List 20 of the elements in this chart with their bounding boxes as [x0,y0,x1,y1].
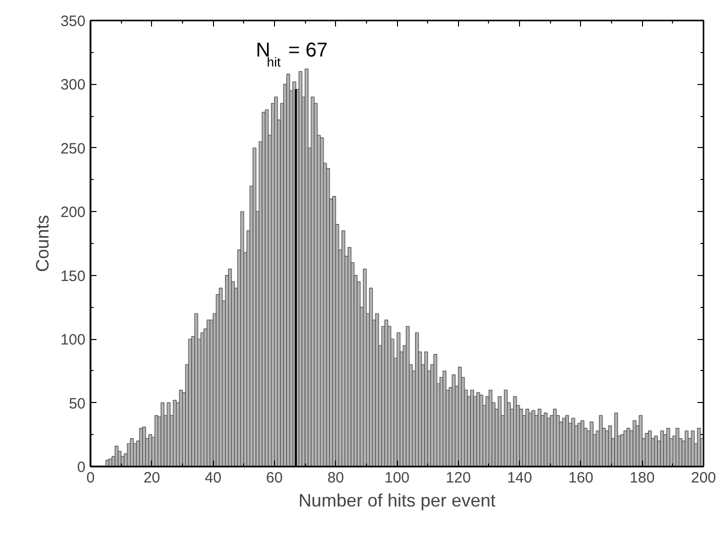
y-tick-label: 150 [60,268,86,285]
x-tick-label: 140 [507,470,532,486]
y-tick-label: 350 [60,13,86,30]
y-tick-label: 200 [60,204,86,222]
x-tick-label: 60 [266,470,283,486]
y-tick-label: 250 [60,140,86,158]
x-tick-label: 20 [143,470,160,486]
y-tick-label: 300 [60,76,86,94]
x-tick-label: 100 [384,470,410,486]
y-tick-label: 100 [60,332,86,349]
y-axis-title: Counts [32,214,52,272]
x-tick-label: 200 [690,470,716,486]
x-tick-label: 80 [327,470,344,486]
y-tick-label: 0 [77,459,86,476]
x-tick-label: 40 [204,470,222,486]
x-tick-label: 160 [568,470,594,486]
x-axis-title: Number of hits per event [298,490,496,510]
x-tick-label: 120 [446,470,471,486]
x-tick-label: 180 [630,470,655,486]
y-tick-label: 50 [68,395,86,412]
